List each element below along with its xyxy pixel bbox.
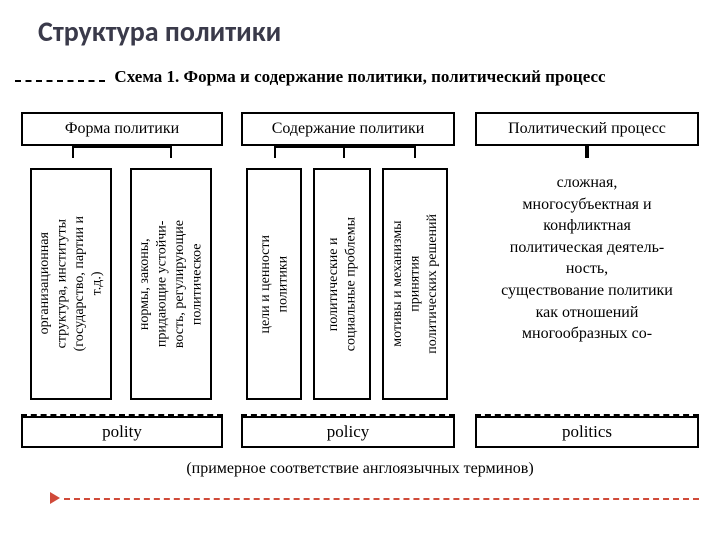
- triangle-bullet-icon: [50, 492, 60, 504]
- connector-vline: [343, 146, 345, 158]
- english-term-box: politics: [475, 416, 699, 448]
- vertical-box: политические и социальные проблемы: [313, 168, 371, 400]
- connector-bracket: [72, 146, 172, 158]
- column-header: Содержание политики: [241, 112, 455, 146]
- connector-bracket: [585, 146, 589, 158]
- vertical-box: цели и ценности политики: [246, 168, 302, 400]
- subtitle-dashed-connector: [15, 80, 105, 82]
- vertical-box: нормы, законы, придающие устойчи- вость,…: [130, 168, 212, 400]
- english-term-box: policy: [241, 416, 455, 448]
- column-header: Форма политики: [21, 112, 223, 146]
- column-header: Политический процесс: [475, 112, 699, 146]
- red-dashed-line: [64, 498, 699, 500]
- footnote: (примерное соответствие англоязычных тер…: [0, 460, 720, 478]
- connector-bracket: [274, 146, 416, 158]
- description-text: сложная, многосубъектная и конфликтная п…: [475, 172, 699, 345]
- scheme-subtitle: Схема 1. Форма и содержание политики, по…: [0, 67, 720, 87]
- page-title: Структура политики: [0, 0, 720, 49]
- vertical-box: мотивы и механизмы принятия политических…: [382, 168, 448, 400]
- vertical-box: организационная структура, институты (го…: [30, 168, 112, 400]
- english-term-box: polity: [21, 416, 223, 448]
